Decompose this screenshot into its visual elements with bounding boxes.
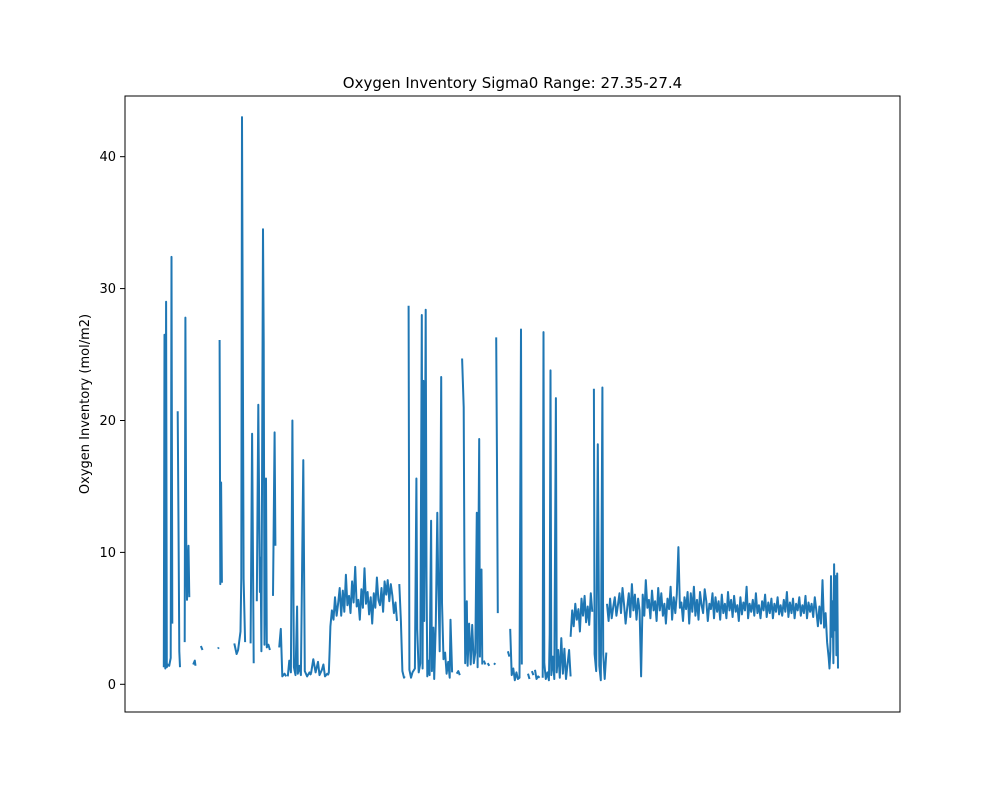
- series-line-segment: [183, 316, 191, 643]
- series-line-segment: [509, 328, 523, 682]
- plot-area: [162, 116, 839, 682]
- y-tick-label: 30: [99, 282, 116, 297]
- series-line-segment: [606, 546, 839, 678]
- series-line-segment: [233, 116, 247, 655]
- series-line-segment: [398, 584, 406, 679]
- series-line-segment: [217, 646, 220, 650]
- series-line-segment: [592, 386, 608, 682]
- series-line-segment: [176, 411, 181, 668]
- plot-frame: [124, 95, 901, 713]
- series-line-segment: [506, 651, 511, 657]
- series-line-segment: [199, 645, 204, 651]
- series-line-segment: [534, 669, 541, 680]
- series-line-segment: [162, 255, 174, 670]
- y-axis-label: Oxygen Inventory (mol/m2): [78, 314, 93, 494]
- y-tick-label: 20: [99, 414, 116, 429]
- series-line-segment: [495, 337, 499, 614]
- series-line-segment: [192, 659, 197, 666]
- chart-title: Oxygen Inventory Sigma0 Range: 27.35-27.…: [343, 74, 682, 92]
- series-line-segment: [530, 670, 535, 676]
- y-axis: 0 10 20 30 40: [99, 150, 125, 693]
- series-line-segment: [569, 592, 594, 637]
- series-line-segment: [286, 419, 312, 678]
- series-line-segment: [455, 670, 461, 676]
- series-line-segment: [407, 305, 454, 680]
- series-line-segment: [527, 673, 531, 680]
- series-line-segment: [278, 627, 288, 678]
- series-line-segment: [218, 339, 223, 586]
- series-line-segment: [493, 662, 497, 666]
- series-line-segment: [461, 358, 484, 669]
- series-line-segment: [310, 658, 330, 678]
- series-line-segment: [541, 331, 572, 682]
- series-line-segment: [482, 660, 487, 665]
- series-line-segment: [272, 431, 277, 596]
- series-line-segment: [486, 662, 491, 667]
- y-tick-label: 0: [108, 678, 116, 693]
- series-line-segment: [249, 432, 255, 664]
- series-line-segment: [255, 228, 271, 653]
- series-line-segment: [327, 565, 398, 674]
- y-tick-label: 10: [99, 546, 116, 561]
- y-tick-label: 40: [99, 150, 116, 165]
